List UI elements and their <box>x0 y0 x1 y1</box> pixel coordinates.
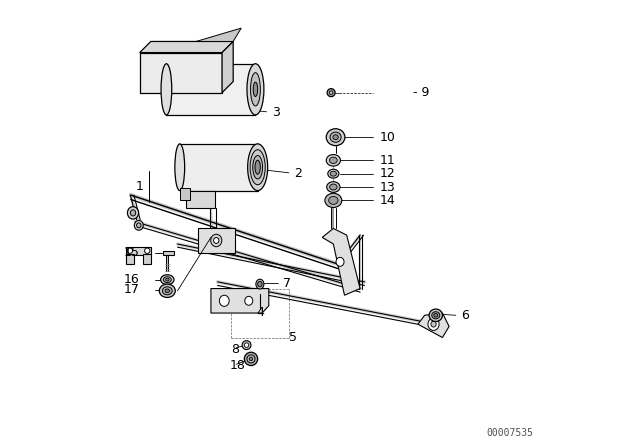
Ellipse shape <box>131 210 136 216</box>
Text: 00007535: 00007535 <box>486 428 534 438</box>
Ellipse shape <box>327 89 335 97</box>
Ellipse shape <box>428 318 439 331</box>
Ellipse shape <box>255 160 260 174</box>
Polygon shape <box>322 228 360 295</box>
Ellipse shape <box>333 135 339 140</box>
Ellipse shape <box>253 82 258 96</box>
Ellipse shape <box>429 309 442 322</box>
Ellipse shape <box>256 279 264 289</box>
Bar <box>126 254 134 264</box>
Ellipse shape <box>244 352 258 366</box>
Ellipse shape <box>211 234 222 247</box>
Polygon shape <box>162 46 198 79</box>
Ellipse shape <box>248 144 268 190</box>
Text: 11: 11 <box>380 154 395 167</box>
Text: 16: 16 <box>124 273 140 286</box>
Ellipse shape <box>250 73 260 106</box>
Ellipse shape <box>432 312 440 319</box>
Ellipse shape <box>163 287 172 295</box>
Polygon shape <box>198 228 236 253</box>
Text: 12: 12 <box>380 167 395 180</box>
Ellipse shape <box>329 197 338 204</box>
Text: 13: 13 <box>380 181 395 194</box>
Ellipse shape <box>325 193 342 207</box>
Text: 1: 1 <box>136 180 143 193</box>
Text: 10: 10 <box>380 131 395 144</box>
Ellipse shape <box>249 357 253 361</box>
Bar <box>163 251 174 255</box>
Text: 3: 3 <box>273 106 280 119</box>
Ellipse shape <box>434 314 438 317</box>
Ellipse shape <box>166 278 169 281</box>
Text: 17: 17 <box>124 284 140 297</box>
Ellipse shape <box>328 169 339 178</box>
Ellipse shape <box>330 171 337 176</box>
Ellipse shape <box>175 144 185 190</box>
Text: 14: 14 <box>380 194 395 207</box>
Bar <box>180 188 189 199</box>
Ellipse shape <box>431 321 436 327</box>
Ellipse shape <box>165 289 170 293</box>
Text: 7: 7 <box>284 277 291 290</box>
Bar <box>186 190 216 208</box>
Text: 2: 2 <box>294 167 303 180</box>
Ellipse shape <box>214 237 219 243</box>
Polygon shape <box>222 42 233 93</box>
Ellipse shape <box>250 150 265 185</box>
Ellipse shape <box>127 248 132 254</box>
Text: 6: 6 <box>461 309 470 322</box>
Text: 8: 8 <box>231 343 239 356</box>
Ellipse shape <box>247 64 264 115</box>
Polygon shape <box>180 144 258 190</box>
Polygon shape <box>418 313 449 337</box>
Polygon shape <box>196 28 241 42</box>
Ellipse shape <box>326 155 340 166</box>
Ellipse shape <box>159 284 175 297</box>
Text: 5: 5 <box>289 331 298 344</box>
Ellipse shape <box>330 157 337 164</box>
Ellipse shape <box>161 64 172 115</box>
Text: 15: 15 <box>124 246 140 259</box>
Ellipse shape <box>244 296 253 305</box>
Ellipse shape <box>244 343 249 347</box>
Polygon shape <box>140 52 222 93</box>
Ellipse shape <box>145 248 150 254</box>
Ellipse shape <box>134 220 143 230</box>
Ellipse shape <box>127 207 139 219</box>
Text: - 9: - 9 <box>413 86 430 99</box>
Polygon shape <box>166 64 255 115</box>
Bar <box>143 254 151 264</box>
Polygon shape <box>211 289 269 313</box>
Bar <box>126 247 151 255</box>
Ellipse shape <box>326 182 340 192</box>
Ellipse shape <box>220 295 229 306</box>
Text: 4: 4 <box>257 306 265 319</box>
Ellipse shape <box>136 223 141 228</box>
Ellipse shape <box>161 275 174 284</box>
Polygon shape <box>140 42 233 52</box>
Ellipse shape <box>336 258 344 266</box>
Ellipse shape <box>330 132 341 142</box>
Ellipse shape <box>326 129 345 146</box>
Ellipse shape <box>330 91 333 95</box>
Ellipse shape <box>258 281 262 287</box>
Ellipse shape <box>253 155 262 179</box>
Text: 18: 18 <box>230 359 246 372</box>
Ellipse shape <box>330 184 337 190</box>
Ellipse shape <box>242 340 251 349</box>
Ellipse shape <box>247 355 255 363</box>
Ellipse shape <box>163 277 172 283</box>
